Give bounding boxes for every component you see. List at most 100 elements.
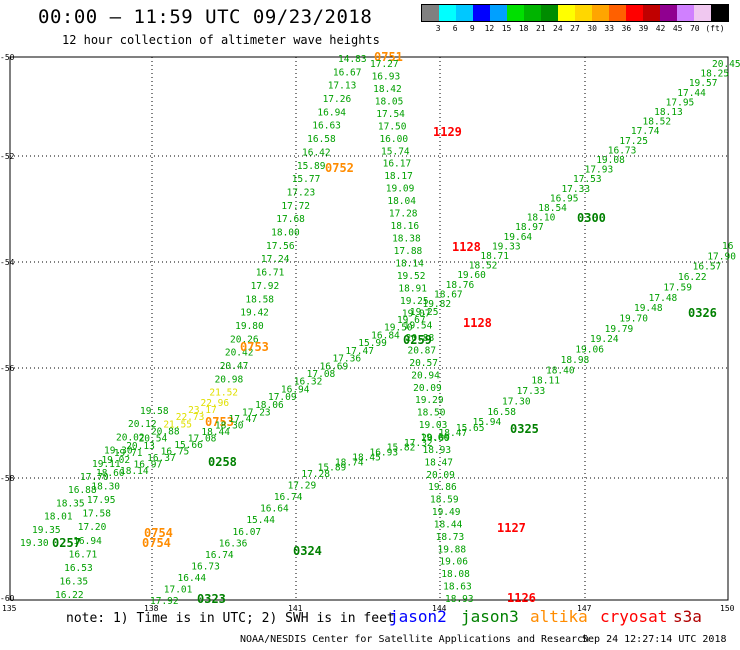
wave-height-label: 17.95 (666, 97, 695, 108)
wave-height-label: 18.42 (373, 84, 402, 95)
wave-height-label: 16.22 (678, 272, 707, 283)
wave-height-label: 15.44 (246, 515, 275, 526)
wave-height-label: 17.36 (332, 354, 361, 365)
wave-height-label: 19.42 (240, 308, 269, 319)
wave-height-label: 18.11 (531, 376, 560, 387)
wave-height-label: 17.95 (87, 495, 116, 506)
wave-height-label: 19.07 (402, 308, 431, 319)
wave-height-label: 19.24 (590, 334, 619, 345)
wave-height-label: 19.82 (422, 299, 451, 310)
legend-label: 18 (518, 24, 529, 33)
pass-time-label: 0753 (205, 415, 234, 429)
legend-label: 45 (672, 24, 683, 33)
wave-height-label: 20.88 (406, 333, 435, 344)
wave-height-label: 18.30 (215, 420, 244, 431)
pass-time-label: 1128 (452, 240, 481, 254)
lon-label: 144 (432, 604, 447, 613)
pass-time-label: 0754 (144, 526, 173, 540)
wave-height-label: 20.54 (139, 434, 168, 445)
pass-time-label: 0300 (577, 211, 606, 225)
wave-height-label: 18.38 (392, 234, 421, 245)
wave-height-label: 16.53 (64, 563, 93, 574)
wave-height-label: 18.06 (255, 400, 284, 411)
wave-height-label: 20.02 (116, 432, 145, 443)
generated-timestamp: Sep 24 12:27:14 UTC 2018 (582, 634, 727, 645)
wave-height-label: 21.52 (209, 388, 238, 399)
wave-height-label: 18.54 (538, 203, 567, 214)
wave-height-color-legend: 3 6 9 12 15 18 21 24 27 30 33 36 39 42 45 70 (ft) (421, 4, 729, 36)
wave-height-label: 17.56 (266, 241, 295, 252)
wave-height-label: 17.47 (345, 346, 374, 357)
wave-height-label: 20.87 (407, 346, 436, 357)
legend-label: 24 (553, 24, 563, 33)
legend-swatch (490, 5, 507, 21)
wave-height-label: 18.58 (245, 294, 274, 305)
wave-height-label: 17.29 (288, 481, 317, 492)
wave-height-label: 15.89 (318, 462, 347, 473)
wave-height-label: 17.88 (394, 246, 423, 257)
wave-height-label: 19.80 (235, 321, 264, 332)
wave-height-label: 18.45 (352, 453, 381, 464)
pass-time-label: 1129 (433, 125, 462, 139)
wave-height-label: 19.58 (140, 406, 169, 417)
wave-height-label: 17.32 (404, 438, 433, 449)
legend-color-bar (421, 4, 729, 22)
wave-height-label: 17.74 (631, 126, 660, 137)
wave-height-label: 19.30 (104, 446, 133, 457)
wave-height-label: 16.67 (333, 67, 362, 78)
wave-height-label: 18.08 (441, 569, 470, 580)
wave-height-label: 18.71 (480, 251, 509, 262)
legend-swatch (422, 5, 439, 21)
wave-height-label: 19.30 (20, 538, 49, 549)
wave-height-label: 21.55 (163, 419, 192, 430)
pass-time-label: 0258 (208, 455, 237, 469)
wave-height-label: 14.83 (338, 54, 367, 65)
wave-height-label: 16.73 (191, 561, 220, 572)
wave-height-label: 17.08 (307, 369, 336, 380)
wave-height-label: 15.82 (387, 443, 416, 454)
wave-height-label: 18.50 (417, 408, 446, 419)
legend-label: 12 (484, 24, 495, 33)
wave-height-label: 16.35 (60, 576, 89, 587)
pass-time-label: 1128 (463, 316, 492, 330)
wave-height-label: 17.33 (517, 386, 546, 397)
wave-height-label: 18.14 (120, 466, 149, 477)
wave-height-label: 16.69 (320, 361, 349, 372)
legend-swatch (456, 5, 473, 21)
wave-height-label: 19.54 (404, 321, 433, 332)
footer-note: note: 1) Time is in UTC; 2) SWH is in fe… (66, 611, 395, 626)
wave-height-label: 18.30 (91, 482, 120, 493)
lon-label: 141 (288, 604, 303, 613)
pass-time-label: 0323 (197, 592, 226, 606)
wave-height-label: 17.28 (301, 469, 330, 480)
wave-height-label: 20.09 (421, 433, 450, 444)
wave-height-label: 17.01 (164, 584, 193, 595)
legend-swatch (558, 5, 575, 21)
wave-height-label: 16.74 (205, 550, 234, 561)
pass-time-label: 0752 (325, 161, 354, 175)
pass-time-label: 1127 (497, 521, 526, 535)
wave-height-label: 19.08 (596, 155, 625, 166)
map-title: 00:00 – 11:59 UTC 09/23/2018 (38, 6, 373, 28)
pass-time-label: 0324 (293, 544, 322, 558)
legend-swatch (660, 5, 677, 21)
legend-label: 3 (435, 24, 441, 33)
wave-height-label: 16.57 (693, 262, 722, 273)
legend-label: 39 (638, 24, 649, 33)
wave-height-label: 16.58 (307, 134, 336, 145)
wave-height-label: 19.06 (575, 345, 604, 356)
wave-height-label: 19.03 (419, 420, 448, 431)
legend-labels: 3 6 9 12 15 18 21 24 27 30 33 36 39 42 45 70 (ft) (421, 22, 729, 36)
wave-height-label: 16.37 (147, 453, 176, 464)
wave-height-label: 17.24 (261, 254, 290, 265)
legend-swatch (575, 5, 592, 21)
legend-swatch (643, 5, 660, 21)
wave-height-label: 17.23 (287, 187, 316, 198)
wave-height-label: 18.10 (527, 213, 556, 224)
legend-label: 9 (469, 24, 475, 33)
legend-swatch (609, 5, 626, 21)
wave-height-label: 18.05 (375, 96, 404, 107)
wave-height-label: 20.47 (220, 361, 249, 372)
wave-height-label: 16.93 (369, 448, 398, 459)
wave-height-label: 19.11 (92, 459, 121, 470)
